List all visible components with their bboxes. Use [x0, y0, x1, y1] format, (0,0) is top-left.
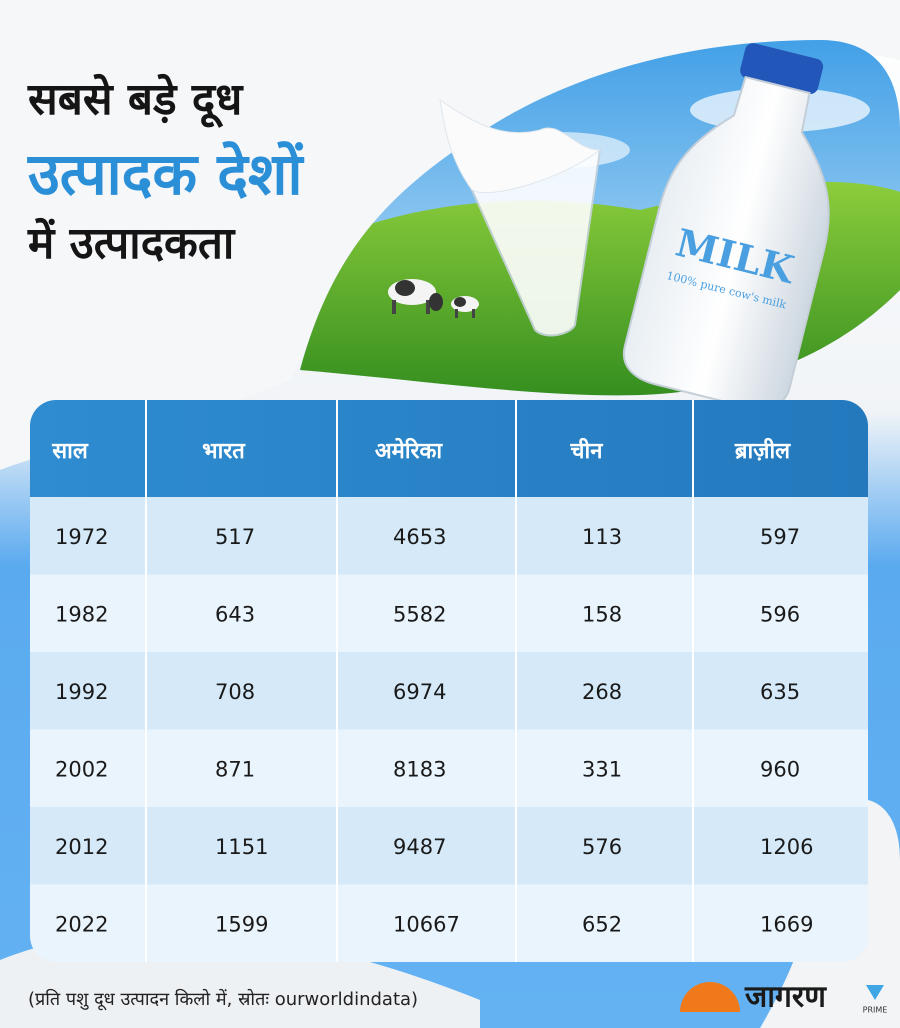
table-row — [30, 884, 868, 962]
value-cell: 10667 — [393, 912, 460, 936]
column-header: साल — [51, 439, 89, 464]
value-cell: 1599 — [215, 912, 268, 936]
table-row — [30, 497, 868, 575]
value-cell: 5582 — [393, 602, 446, 626]
column-header: चीन — [570, 437, 604, 464]
logo-sun — [680, 982, 740, 1012]
brand-logo: जागरण PRIME — [680, 980, 887, 1015]
value-cell: 8183 — [393, 757, 446, 781]
value-cell: 1206 — [760, 835, 813, 859]
value-cell: 652 — [582, 912, 622, 936]
value-cell: 9487 — [393, 835, 446, 859]
value-cell: 576 — [582, 835, 622, 859]
milk-glass — [439, 98, 602, 337]
title-highlight: उत्पादक देशों — [27, 140, 304, 208]
column-header: अमेरिका — [375, 437, 444, 464]
title-line: सबसे बड़े दूध — [27, 73, 244, 128]
value-cell: 158 — [582, 602, 622, 626]
table-body: साल भारत अमेरिका चीन ब्राज़ील 1972 517 4653 113 5… — [30, 400, 868, 962]
year-cell: 1992 — [55, 680, 108, 704]
milk-bottle: MILK 100% pure cow's milk — [622, 43, 830, 410]
year-cell: 2022 — [55, 912, 108, 936]
cow — [451, 296, 479, 318]
title-line: में उत्पादकता — [27, 217, 236, 269]
value-cell: 1669 — [760, 912, 813, 936]
value-cell: 597 — [760, 525, 800, 549]
value-cell: 635 — [760, 680, 800, 704]
prime-icon — [866, 985, 884, 1000]
header-row — [30, 400, 868, 497]
year-cell: 2002 — [55, 757, 108, 781]
value-cell: 268 — [582, 680, 622, 704]
value-cell: 1151 — [215, 835, 268, 859]
footnote: (प्रति पशु दूध उत्पादन किलो में, स्रोतः … — [28, 988, 418, 1011]
value-cell: 331 — [582, 757, 622, 781]
table-row — [30, 729, 868, 807]
year-cell: 2012 — [55, 835, 108, 859]
milk-splash — [0, 0, 900, 470]
value-cell: 596 — [760, 602, 800, 626]
column-header: ब्राज़ील — [734, 437, 791, 464]
value-cell: 6974 — [393, 680, 446, 704]
value-cell: 4653 — [393, 525, 446, 549]
prime-badge: PRIME — [863, 1006, 888, 1015]
year-cell: 1972 — [55, 525, 108, 549]
year-cell: 1982 — [55, 602, 108, 626]
cow — [388, 279, 443, 314]
brand-name: जागरण — [744, 980, 827, 1015]
table-row — [30, 652, 868, 730]
value-cell: 708 — [215, 680, 255, 704]
value-cell: 517 — [215, 525, 255, 549]
table-row — [30, 807, 868, 885]
value-cell: 960 — [760, 757, 800, 781]
column-header: भारत — [202, 439, 246, 464]
value-cell: 113 — [582, 525, 622, 549]
table-row — [30, 574, 868, 652]
data-table: साल भारत अमेरिका चीन ब्राज़ील 1972 517 4653 113 5… — [30, 400, 868, 962]
value-cell: 643 — [215, 602, 255, 626]
value-cell: 871 — [215, 757, 255, 781]
